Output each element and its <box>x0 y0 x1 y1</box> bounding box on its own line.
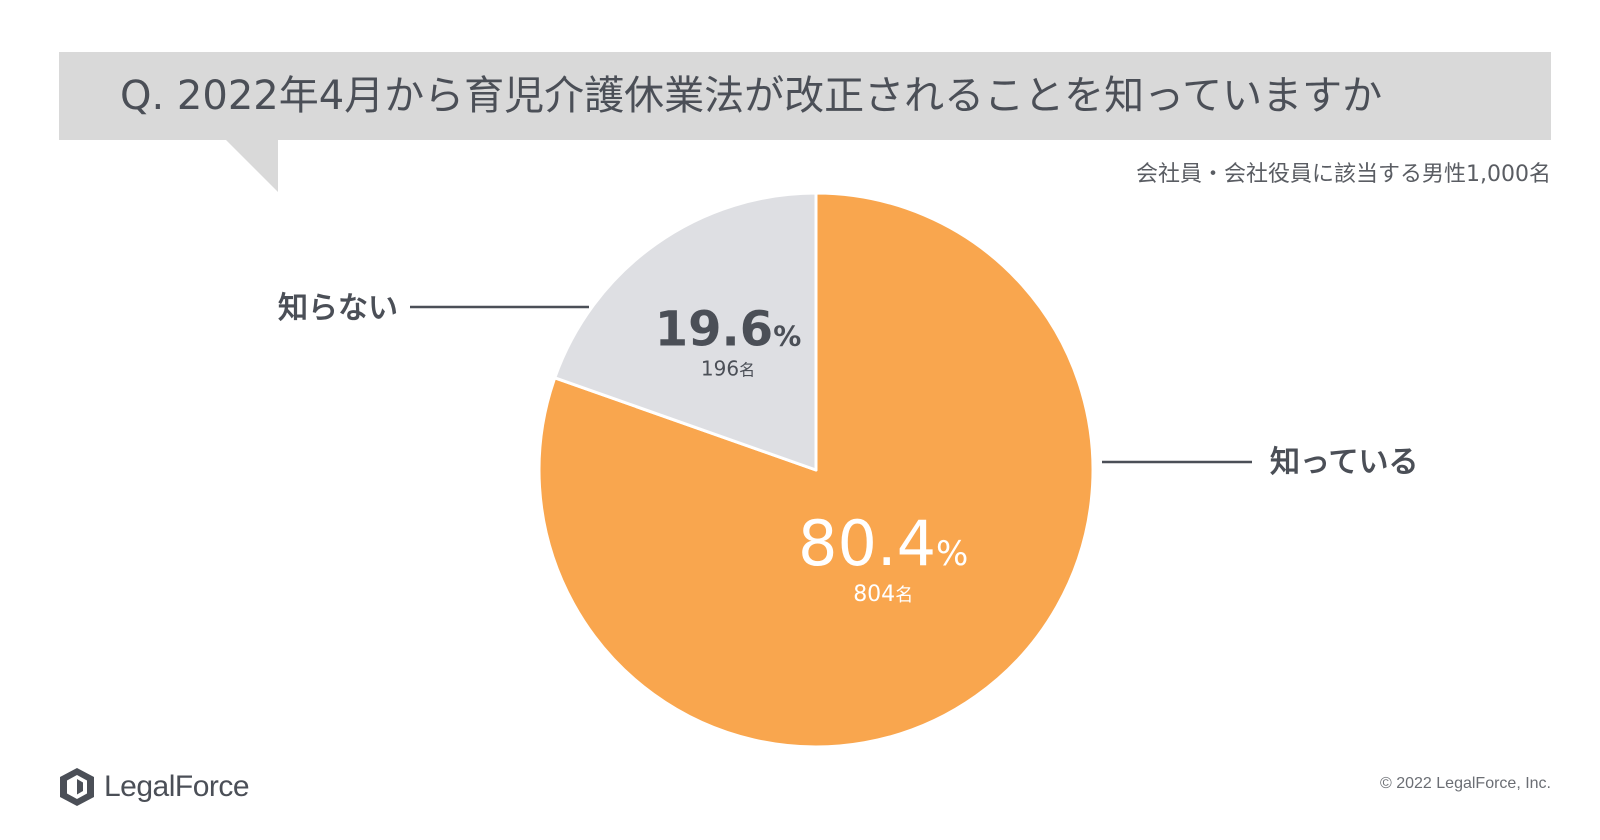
category-label-0: 知っている <box>1270 445 1419 480</box>
logo-mark-icon <box>60 768 94 806</box>
pie-slice-1 <box>553 191 818 472</box>
copyright-text: © 2022 LegalForce, Inc. <box>1380 775 1551 792</box>
chart-title: Q. 2022年4月から育児介護休業法が改正されることを知っていますか <box>120 73 1383 119</box>
category-label-1: 知らない <box>278 291 398 326</box>
slice-count-label-1: 196名 <box>701 357 755 381</box>
footer-logo: LegalForce <box>58 765 250 809</box>
slice-percent-label-1: 19.6% <box>655 302 802 358</box>
logo-text: LegalForce <box>104 770 250 803</box>
slice-count-label-0: 804名 <box>853 582 913 607</box>
slice-percent-label-0: 80.4% <box>798 507 968 580</box>
chart-subtitle: 会社員・会社役員に該当する男性1,000名 <box>1136 162 1551 187</box>
title-banner <box>59 52 1551 140</box>
